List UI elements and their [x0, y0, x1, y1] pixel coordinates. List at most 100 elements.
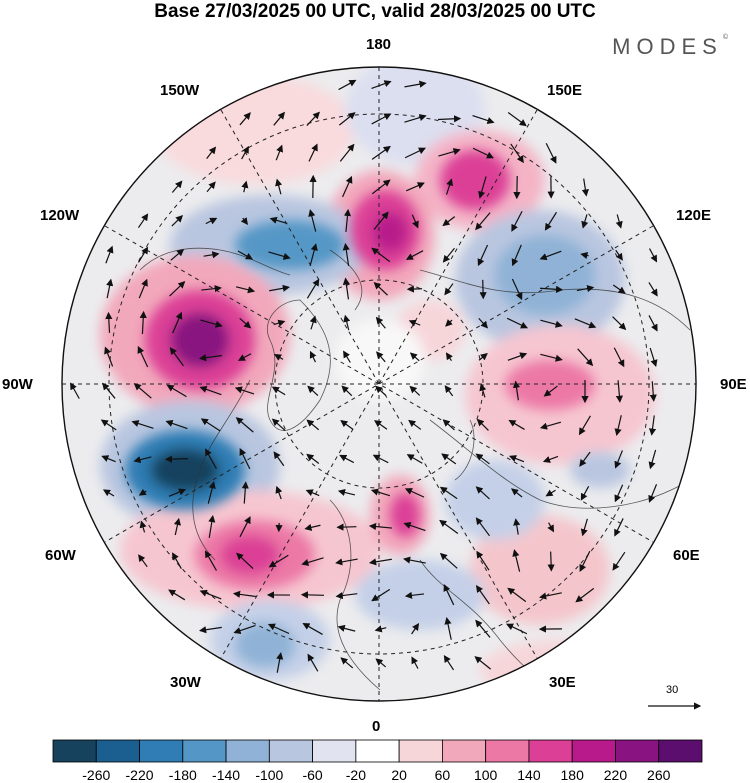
- wind-vector-arrow: [443, 583, 455, 606]
- wind-vector-arrow: [275, 485, 283, 500]
- wind-vector-arrow: [165, 419, 188, 430]
- wind-vector-arrow: [615, 214, 623, 229]
- wind-vector-arrow: [648, 282, 658, 297]
- longitude-label-30e: 30E: [549, 674, 576, 691]
- wind-vector-arrow: [581, 214, 589, 229]
- wind-vector-arrow: [475, 585, 490, 605]
- wind-vector-arrow: [133, 383, 152, 399]
- wind-vector-arrow: [371, 145, 391, 160]
- wind-vector-arrow: [336, 523, 357, 531]
- wind-vector-arrow: [403, 556, 426, 564]
- colorbar-tick-label: 100: [473, 767, 498, 783]
- wind-vector-arrow: [343, 314, 351, 331]
- wind-vector-arrow: [335, 558, 358, 566]
- wind-vector-arrow: [173, 517, 181, 536]
- wind-vector-arrow: [368, 522, 392, 531]
- wind-vector-arrow: [201, 285, 222, 293]
- wind-vector-arrow: [472, 147, 495, 159]
- brand-logo: MODES©: [612, 34, 728, 59]
- wind-vector-arrow: [241, 481, 249, 504]
- colorbar-swatch: [182, 739, 227, 763]
- wind-vector-arrow: [479, 383, 487, 398]
- wind-vector-arrow: [198, 626, 222, 634]
- wind-vector-arrow: [342, 242, 350, 266]
- wind-vector-arrow: [612, 551, 626, 571]
- wind-vector-arrow: [237, 250, 254, 260]
- colorbar-tick-label: 60: [434, 767, 451, 783]
- wind-vector-arrow: [307, 653, 319, 672]
- wind-vector-arrow: [442, 419, 455, 431]
- wind-vector-arrow: [475, 486, 490, 500]
- wind-vector-arrow: [408, 319, 421, 327]
- wind-vector-arrow: [168, 488, 187, 497]
- wind-vector-arrow: [237, 353, 252, 361]
- colorbar-tick-label: -180: [168, 767, 197, 783]
- wind-vector-arrow: [444, 385, 454, 397]
- wind-vector-arrow: [512, 549, 521, 572]
- wind-vector-arrow: [411, 214, 419, 229]
- colorbar-swatch: [398, 739, 443, 763]
- wind-vector-arrow: [138, 488, 147, 496]
- wind-vector-arrow: [241, 180, 249, 193]
- wind-vector-arrow: [308, 143, 318, 162]
- wind-vector-arrow: [343, 208, 352, 233]
- wind-vector-arrow: [273, 354, 284, 361]
- wind-vector-arrow: [545, 489, 556, 497]
- wind-vector-arrow: [648, 449, 657, 470]
- wind-vector-arrow: [198, 354, 222, 362]
- wind-vector-arrow: [443, 655, 455, 671]
- wind-vector-arrow: [545, 143, 557, 164]
- wind-vector-arrow: [512, 380, 521, 401]
- wind-vector-arrow: [208, 514, 216, 538]
- colorbar-tick-label: -260: [82, 767, 111, 783]
- wind-vector-arrow: [375, 658, 387, 668]
- wind-vector-arrow: [540, 319, 563, 328]
- wind-vector-arrow: [338, 79, 357, 91]
- longitude-label-60e: 60E: [673, 547, 700, 564]
- wind-vector-arrow: [267, 623, 290, 635]
- wind-vector-arrow: [275, 144, 283, 161]
- colorbar-tick-label: 180: [560, 767, 584, 783]
- wind-vector-arrow: [371, 80, 392, 90]
- wind-vector-arrow: [409, 352, 420, 362]
- wind-vector-arrow: [612, 316, 627, 331]
- wind-vector-arrow: [306, 278, 320, 299]
- wind-vector-arrow: [371, 247, 391, 263]
- wind-vector-arrow: [542, 455, 559, 463]
- longitude-label-150w: 150W: [160, 82, 200, 99]
- wind-vector-arrow: [476, 550, 490, 571]
- wind-vector-arrow: [513, 518, 521, 535]
- wind-vector-arrow: [404, 114, 427, 123]
- wind-vector-arrow: [539, 592, 562, 600]
- wind-vector-arrow: [437, 115, 462, 123]
- colorbar-swatch: [528, 739, 573, 763]
- wind-vector-arrow: [614, 450, 623, 469]
- wind-vector-arrow: [649, 347, 658, 368]
- colorbar-swatch: [615, 739, 660, 763]
- colorbar-tick-label: 220: [603, 767, 628, 783]
- wind-vector-arrow: [649, 248, 658, 263]
- colorbar-swatch: [485, 739, 530, 763]
- colorbar-swatch: [139, 739, 184, 763]
- wind-vector-arrow: [578, 415, 591, 436]
- wind-vector-arrow: [478, 352, 488, 361]
- longitude-label-90e: 90E: [720, 376, 747, 393]
- wind-vector-arrow: [204, 550, 217, 571]
- wind-vector-arrow: [305, 489, 320, 497]
- wind-vector-arrow: [239, 317, 252, 329]
- wind-vector-arrow: [574, 318, 597, 329]
- wind-vector-arrow: [306, 453, 320, 464]
- colorbar-tick-label: 260: [647, 767, 671, 783]
- colorbar-swatch: [95, 739, 140, 763]
- wind-vector-arrow: [271, 386, 286, 396]
- wind-vector-arrow: [206, 181, 216, 193]
- colorbar-tick-label: -60: [302, 767, 323, 783]
- wind-vector-arrow: [137, 246, 149, 263]
- wind-vector-arrow: [374, 625, 387, 633]
- longitude-label-150e: 150E: [547, 82, 583, 99]
- wind-vector-arrow: [511, 244, 522, 267]
- wind-vector-arrow: [169, 281, 186, 297]
- wind-vector-arrow: [337, 624, 356, 632]
- wind-vector-arrow: [205, 217, 218, 225]
- wind-vector-arrow: [102, 382, 116, 399]
